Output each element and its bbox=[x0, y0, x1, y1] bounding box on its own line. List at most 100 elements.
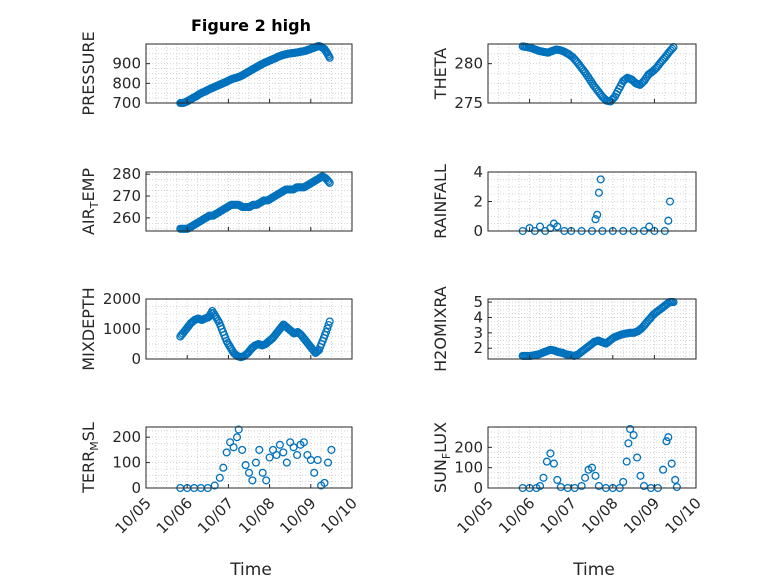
data-point bbox=[229, 443, 238, 452]
subplot-3: 260 270 280 AIRTEMP bbox=[79, 165, 353, 235]
data-point bbox=[313, 455, 322, 465]
y-axis-label: SUNFLUX bbox=[431, 422, 453, 493]
data-point bbox=[251, 458, 260, 467]
data-point bbox=[323, 324, 332, 333]
axes-box bbox=[145, 171, 353, 232]
data-point bbox=[577, 481, 586, 491]
y-tick-label: 1000 bbox=[103, 320, 141, 338]
y-tick-label: 100 bbox=[112, 454, 141, 472]
y-tick-label: 280 bbox=[112, 165, 141, 183]
y-tick-label: 800 bbox=[112, 74, 141, 92]
data-point bbox=[258, 468, 267, 477]
data-point bbox=[275, 440, 284, 449]
y-tick-label: 4 bbox=[473, 308, 483, 326]
y-axis-label: H2OMIXRA bbox=[431, 286, 450, 372]
x-tick-label: 10/09 bbox=[620, 494, 663, 537]
data-point bbox=[626, 424, 635, 434]
series-markers bbox=[176, 306, 334, 362]
data-point bbox=[324, 177, 333, 186]
data-point bbox=[255, 445, 264, 454]
data-point bbox=[535, 222, 545, 231]
data-point bbox=[622, 457, 631, 466]
data-point bbox=[325, 178, 334, 187]
data-point bbox=[645, 222, 654, 231]
x-tick-label: 10/07 bbox=[194, 494, 237, 537]
series-markers bbox=[176, 172, 334, 233]
data-point bbox=[629, 431, 638, 440]
y-axis-label: PRESSURE bbox=[79, 31, 98, 115]
y-tick-label: 0 bbox=[131, 479, 141, 497]
data-point bbox=[215, 473, 224, 482]
axes-box bbox=[145, 426, 353, 489]
data-point bbox=[325, 53, 334, 62]
axes-box bbox=[487, 43, 697, 104]
data-point bbox=[323, 458, 333, 467]
x-axis-label-right: Time bbox=[572, 560, 615, 580]
data-point bbox=[553, 475, 562, 484]
data-point bbox=[244, 468, 254, 477]
data-point bbox=[664, 216, 673, 225]
y-axis-label: THETA bbox=[431, 48, 450, 100]
y-tick-label: 3 bbox=[473, 324, 483, 342]
x-tick-label: 10/09 bbox=[276, 494, 319, 537]
x-tick-label: 10/06 bbox=[495, 494, 538, 537]
y-tick-label: 200 bbox=[112, 428, 141, 446]
y-axis-label: MIXDEPTH bbox=[79, 287, 98, 370]
data-point bbox=[633, 453, 642, 462]
x-tick-label: 10/10 bbox=[318, 494, 361, 537]
y-axis-label: AIRTEMP bbox=[79, 168, 101, 235]
x-tick-label: 10/07 bbox=[537, 494, 580, 537]
data-point bbox=[593, 210, 602, 219]
data-point bbox=[325, 317, 334, 326]
data-point bbox=[241, 461, 250, 470]
subplot-4: 0 2 4 RAINFALL bbox=[431, 163, 697, 240]
x-tick-label: 10/08 bbox=[235, 494, 278, 537]
x-axis-label-left: Time bbox=[229, 560, 272, 580]
y-tick-label: 2 bbox=[473, 339, 483, 357]
data-point bbox=[262, 476, 271, 485]
y-tick-label: 5 bbox=[473, 293, 483, 311]
data-point bbox=[671, 475, 680, 484]
data-point bbox=[619, 477, 628, 486]
y-tick-label: 0 bbox=[473, 222, 483, 240]
data-point bbox=[535, 481, 545, 491]
y-tick-label: 900 bbox=[112, 55, 141, 73]
data-point bbox=[594, 481, 603, 491]
data-point bbox=[299, 438, 308, 447]
data-point bbox=[591, 215, 600, 224]
data-point bbox=[248, 476, 257, 485]
data-point bbox=[667, 459, 676, 468]
data-point bbox=[636, 325, 645, 334]
data-point bbox=[310, 468, 319, 477]
data-point bbox=[289, 443, 298, 452]
data-point bbox=[238, 445, 247, 454]
data-point bbox=[293, 450, 302, 460]
y-axis-label: TERRMSL bbox=[79, 422, 101, 494]
y-tick-label: 275 bbox=[454, 94, 483, 112]
data-point bbox=[542, 457, 551, 466]
data-point bbox=[665, 197, 675, 206]
y-tick-label: 260 bbox=[112, 209, 141, 227]
data-point bbox=[596, 175, 605, 184]
data-point bbox=[672, 482, 681, 492]
data-point bbox=[322, 327, 331, 337]
data-point bbox=[282, 458, 291, 467]
x-tick-label: 10/05 bbox=[454, 494, 497, 537]
data-point bbox=[539, 473, 548, 482]
y-tick-label: 2 bbox=[473, 193, 483, 211]
data-point bbox=[587, 463, 597, 472]
data-point bbox=[659, 465, 668, 474]
x-tick-label: 10/10 bbox=[662, 494, 705, 537]
data-point bbox=[668, 44, 677, 53]
data-point bbox=[636, 471, 645, 480]
x-tick-label: 10/06 bbox=[153, 494, 196, 537]
y-tick-label: 200 bbox=[454, 438, 483, 456]
y-tick-label: 270 bbox=[112, 187, 141, 205]
y-tick-label: 0 bbox=[473, 479, 483, 497]
data-point bbox=[553, 222, 562, 231]
